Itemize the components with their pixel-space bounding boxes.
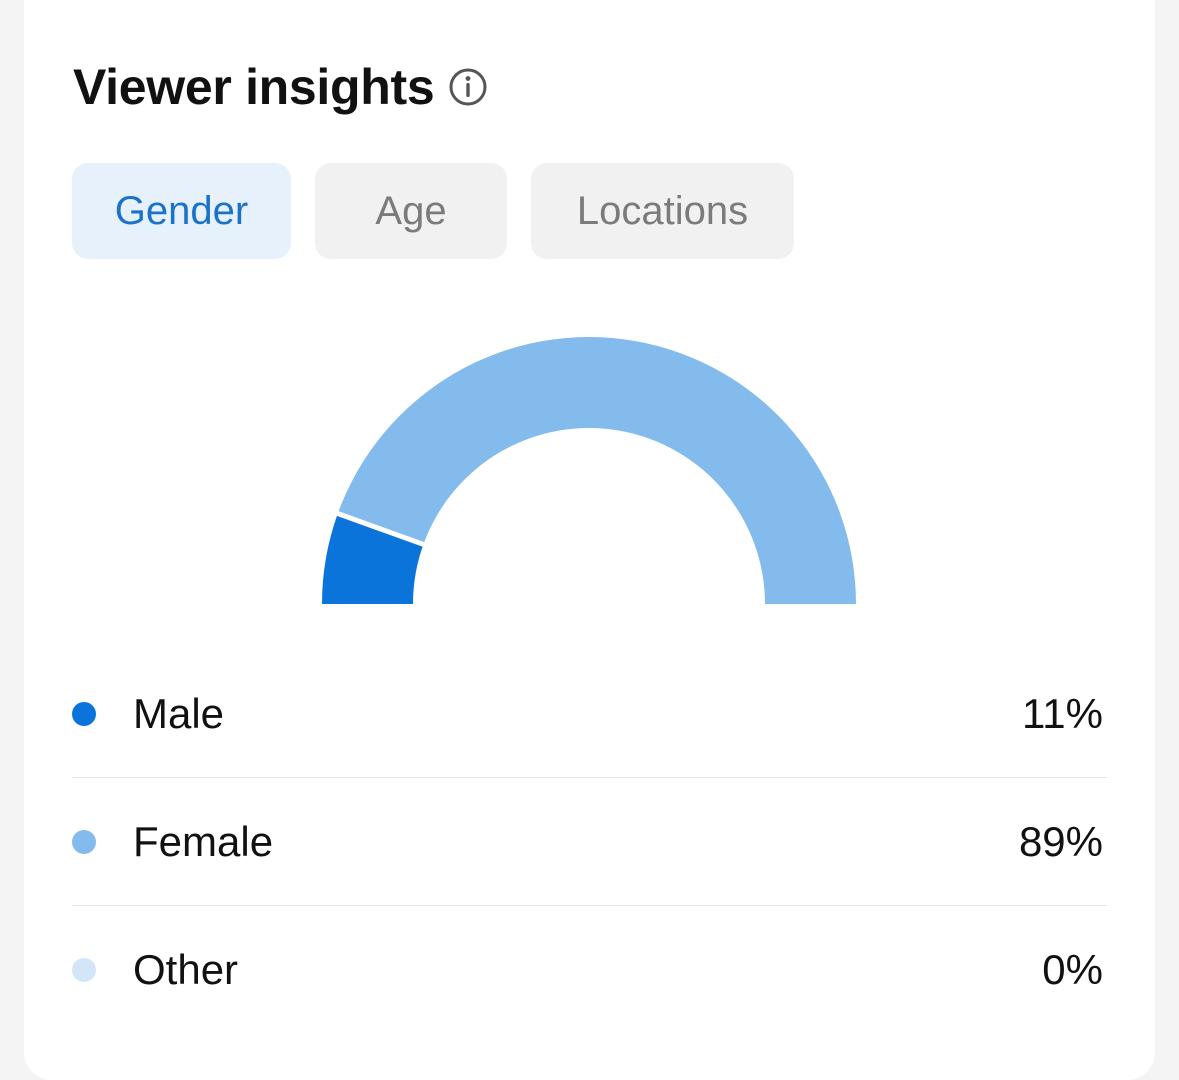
info-icon[interactable] xyxy=(448,67,488,107)
legend-value-other: 0% xyxy=(1042,945,1103,993)
legend-value-female: 89% xyxy=(1018,817,1103,865)
tab-locations[interactable]: Locations xyxy=(531,163,794,259)
legend-label-female: Female xyxy=(133,817,274,865)
other-dot-icon xyxy=(72,957,96,982)
insight-tabs: Gender Age Locations xyxy=(72,163,794,259)
legend-row-other: Other 0% xyxy=(72,906,1107,1033)
male-dot-icon xyxy=(72,701,96,726)
female-dot-icon xyxy=(72,829,96,854)
tab-age-label: Age xyxy=(375,188,447,233)
legend-label-male: Male xyxy=(133,689,225,737)
legend-row-male: Male 11% xyxy=(72,650,1107,778)
tab-gender[interactable]: Gender xyxy=(72,163,291,259)
tab-age[interactable]: Age xyxy=(315,163,507,259)
tab-gender-label: Gender xyxy=(114,188,249,233)
gender-legend: Male 11% Female 89% Other 0% xyxy=(72,650,1107,1033)
viewer-insights-header: Viewer insights xyxy=(73,52,488,122)
tab-locations-label: Locations xyxy=(576,188,749,233)
page-title: Viewer insights xyxy=(73,59,435,115)
legend-row-female: Female 89% xyxy=(72,778,1107,906)
legend-value-male: 11% xyxy=(1022,689,1103,737)
legend-label-other: Other xyxy=(133,945,239,993)
